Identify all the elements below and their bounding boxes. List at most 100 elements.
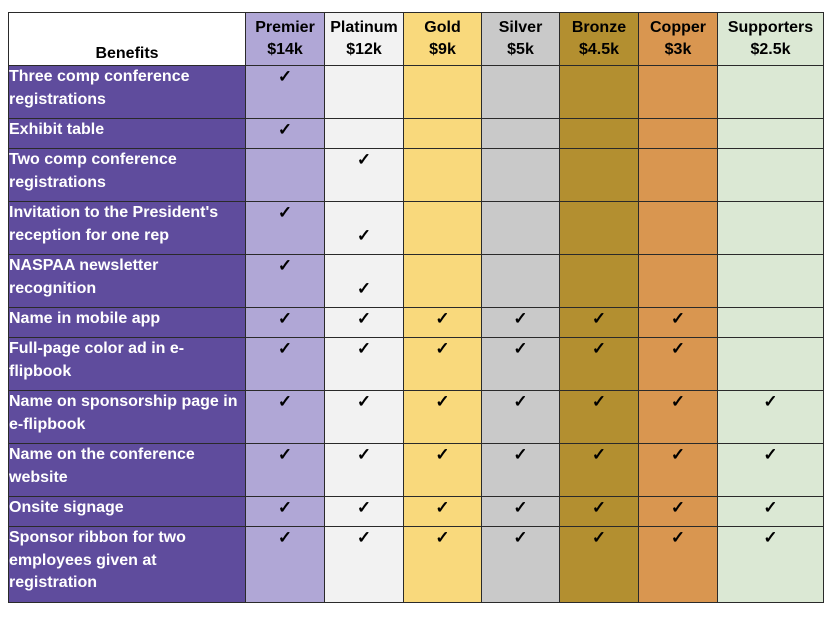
check-mark-icon: ✓ bbox=[277, 445, 293, 464]
check-mark-icon: ✓ bbox=[763, 498, 778, 517]
tier-price: $12k bbox=[346, 41, 382, 58]
benefit-label: Name in mobile app bbox=[8, 307, 246, 338]
table-row: Exhibit table ✓ bbox=[8, 118, 824, 149]
check-mark-icon: ✓ bbox=[670, 445, 686, 464]
header-row: Benefits Premier $14k Platinum $12k Gold $9… bbox=[8, 12, 824, 66]
check-mark-icon: ✓ bbox=[513, 528, 528, 547]
check-mark-icon: ✓ bbox=[277, 309, 293, 328]
cell-gold: ✓ bbox=[403, 496, 482, 527]
cell-bronze: ✓ bbox=[559, 443, 639, 497]
tier-name: Platinum bbox=[330, 19, 398, 36]
cell-platinum bbox=[324, 65, 404, 119]
cell-supporters bbox=[717, 148, 824, 202]
cell-gold bbox=[403, 65, 482, 119]
cell-gold bbox=[403, 118, 482, 149]
cell-supporters: ✓ bbox=[717, 443, 824, 497]
tier-header-premier: Premier $14k bbox=[245, 12, 325, 66]
cell-gold: ✓ bbox=[403, 337, 482, 391]
check-mark-icon: ✓ bbox=[277, 67, 293, 86]
check-mark-icon: ✓ bbox=[356, 528, 372, 547]
check-mark-icon: ✓ bbox=[670, 339, 686, 358]
cell-bronze: ✓ bbox=[559, 337, 639, 391]
cell-bronze bbox=[559, 65, 639, 119]
cell-bronze: ✓ bbox=[559, 307, 639, 338]
check-mark-icon: ✓ bbox=[356, 339, 372, 358]
tier-price: $4.5k bbox=[578, 41, 620, 58]
check-mark-icon: ✓ bbox=[277, 120, 293, 139]
check-mark-icon: ✓ bbox=[670, 392, 686, 411]
tier-name: Supporters bbox=[727, 19, 814, 36]
tier-name: Gold bbox=[424, 19, 461, 36]
check-mark-icon: ✓ bbox=[277, 203, 293, 222]
benefit-label: Name on sponsorship page in e-flipbook bbox=[8, 390, 246, 444]
cell-copper bbox=[638, 201, 718, 255]
cell-supporters: ✓ bbox=[717, 496, 824, 527]
check-mark-icon: ✓ bbox=[356, 498, 372, 517]
check-mark-icon: ✓ bbox=[513, 445, 528, 464]
check-mark-icon: ✓ bbox=[513, 339, 528, 358]
check-mark-icon: ✓ bbox=[591, 392, 607, 411]
tier-price: $9k bbox=[429, 41, 456, 58]
benefit-label: Three comp conference registrations bbox=[8, 65, 246, 119]
cell-platinum: ✓ bbox=[324, 307, 404, 338]
cell-premier: ✓ bbox=[245, 307, 325, 338]
cell-supporters bbox=[717, 118, 824, 149]
tier-header-gold: Gold $9k bbox=[403, 12, 482, 66]
check-mark-icon: ✓ bbox=[670, 498, 686, 517]
cell-copper: ✓ bbox=[638, 307, 718, 338]
check-mark-icon: ✓ bbox=[356, 150, 372, 169]
cell-platinum: ✓ bbox=[324, 496, 404, 527]
check-mark-icon: ✓ bbox=[356, 225, 372, 245]
cell-premier: ✓ bbox=[245, 65, 325, 119]
cell-premier: ✓ bbox=[245, 443, 325, 497]
cell-copper bbox=[638, 118, 718, 149]
check-mark-icon: ✓ bbox=[435, 445, 450, 464]
check-mark-icon: ✓ bbox=[591, 445, 607, 464]
tier-name: Silver bbox=[498, 19, 543, 36]
tier-price: $5k bbox=[507, 41, 534, 58]
cell-premier: ✓ bbox=[245, 201, 325, 255]
cell-gold bbox=[403, 254, 482, 308]
check-mark-icon: ✓ bbox=[277, 498, 293, 517]
check-mark-icon: ✓ bbox=[670, 528, 686, 547]
cell-bronze: ✓ bbox=[559, 526, 639, 603]
benefit-label: Invitation to the President's reception … bbox=[8, 201, 246, 255]
check-mark-icon: ✓ bbox=[591, 309, 607, 328]
benefit-label: Two comp conference registrations bbox=[8, 148, 246, 202]
cell-silver bbox=[481, 65, 560, 119]
cell-silver: ✓ bbox=[481, 337, 560, 391]
cell-platinum: ✓ bbox=[324, 148, 404, 202]
cell-copper bbox=[638, 148, 718, 202]
cell-bronze bbox=[559, 254, 639, 308]
cell-gold: ✓ bbox=[403, 443, 482, 497]
benefit-label: Name on the conference website bbox=[8, 443, 246, 497]
cell-silver: ✓ bbox=[481, 496, 560, 527]
tier-header-copper: Copper $3k bbox=[638, 12, 718, 66]
cell-supporters bbox=[717, 307, 824, 338]
check-mark-icon: ✓ bbox=[356, 278, 372, 298]
benefits-column-header: Benefits bbox=[8, 12, 246, 66]
cell-silver bbox=[481, 148, 560, 202]
table-row: Name on sponsorship page in e-flipbook ✓ ✓… bbox=[8, 390, 824, 444]
table-row: Sponsor ribbon for two employees given a… bbox=[8, 526, 824, 603]
cell-platinum: ✓ bbox=[324, 201, 404, 255]
cell-premier: ✓ bbox=[245, 390, 325, 444]
cell-premier: ✓ bbox=[245, 496, 325, 527]
check-mark-icon: ✓ bbox=[435, 498, 450, 517]
tier-header-silver: Silver $5k bbox=[481, 12, 560, 66]
table-row: Two comp conference registrations ✓ bbox=[8, 148, 824, 202]
cell-copper: ✓ bbox=[638, 526, 718, 603]
cell-platinum: ✓ bbox=[324, 254, 404, 308]
check-mark-icon: ✓ bbox=[277, 339, 293, 358]
tier-price: $14k bbox=[267, 41, 303, 58]
cell-silver bbox=[481, 254, 560, 308]
check-mark-icon: ✓ bbox=[513, 498, 528, 517]
benefit-label: Sponsor ribbon for two employees given a… bbox=[8, 526, 246, 603]
benefit-label: Onsite signage bbox=[8, 496, 246, 527]
cell-supporters bbox=[717, 254, 824, 308]
check-mark-icon: ✓ bbox=[277, 256, 293, 275]
cell-bronze: ✓ bbox=[559, 390, 639, 444]
cell-copper bbox=[638, 254, 718, 308]
cell-premier: ✓ bbox=[245, 337, 325, 391]
cell-silver: ✓ bbox=[481, 443, 560, 497]
